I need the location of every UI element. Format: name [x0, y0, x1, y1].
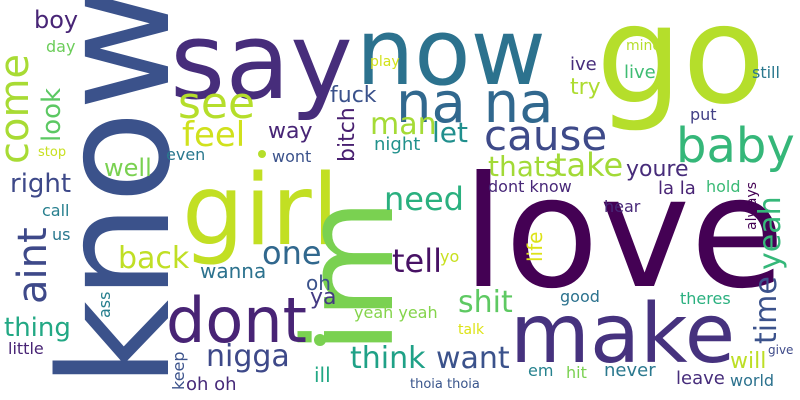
word-still: still [752, 63, 780, 82]
word-play: play [370, 54, 400, 70]
word-aint: aint [10, 227, 56, 304]
word-fuck: fuck [330, 83, 377, 108]
word-need: need [384, 180, 464, 218]
word-always: always [744, 182, 760, 230]
word-hit: hit [566, 363, 587, 382]
word-bitch: bitch [335, 107, 360, 162]
word-keep: keep [169, 351, 188, 390]
word-look: look [37, 88, 67, 142]
word-see: see [178, 78, 255, 129]
word-think: think [350, 341, 426, 376]
word-leave: leave [676, 368, 725, 389]
word-live: live [624, 62, 656, 83]
word-know: know [27, 0, 204, 388]
word-girl: girl [182, 154, 339, 268]
word-youre: youre [626, 157, 689, 182]
word-wanna: wanna [200, 259, 266, 283]
word-dont: dont [166, 284, 307, 357]
word-life: life [523, 232, 547, 262]
word-yeah: yeah [753, 196, 788, 270]
word-make: make [510, 287, 735, 382]
word-nigga: nigga [206, 339, 290, 374]
word-thoia-thoia: thoia thoia [410, 377, 480, 392]
word-talk: talk [458, 322, 485, 338]
word-never: never [604, 360, 656, 381]
word-put: put [690, 105, 717, 124]
word-na-na: na na [396, 71, 553, 136]
word-good: good [560, 287, 600, 306]
word-dont-know: dont know [488, 177, 572, 196]
word-give: give [768, 343, 793, 357]
word-little: little [8, 339, 44, 358]
word-yeah-yeah: yeah yeah [354, 303, 438, 322]
word-let: let [432, 116, 468, 149]
word-tell: tell [392, 242, 442, 280]
word-mind: mind [626, 38, 661, 54]
word-say: say [170, 0, 353, 123]
word-yo: yo [440, 247, 459, 266]
word-come: come [0, 54, 38, 164]
word-oh: oh [306, 271, 331, 295]
word-time: time [749, 276, 784, 344]
word-hear: hear [604, 197, 641, 216]
word-man: man [370, 107, 437, 142]
word-way: way [268, 119, 313, 144]
word-em: em [528, 361, 553, 380]
word-call: call [42, 201, 70, 220]
word-ass: ass [95, 292, 114, 318]
word-im: im [278, 199, 422, 354]
word-shit: shit [458, 285, 513, 320]
word-right: right [10, 169, 71, 199]
word-oh-oh: oh oh [186, 374, 237, 395]
word-back: back [118, 241, 190, 276]
word-try: try [570, 75, 601, 100]
word-day: day [46, 37, 75, 56]
word-now: now [356, 0, 546, 106]
word-thing: thing [4, 313, 71, 343]
word-us: us [52, 225, 70, 244]
word-thats: thats [488, 150, 559, 183]
dot-mark [258, 150, 266, 158]
word-cause: cause [484, 111, 607, 160]
word-theres: theres [680, 289, 731, 308]
dot-mark [314, 334, 326, 346]
word-ya: ya [310, 285, 337, 310]
word-la-la: la la [658, 178, 696, 199]
word-night: night [374, 134, 420, 155]
word-stop: stop [38, 145, 66, 160]
word-ill: ill [314, 363, 331, 387]
word-feel: feel [182, 115, 245, 155]
word-world: world [730, 371, 774, 390]
word-want: want [436, 341, 510, 376]
word-will: will [730, 349, 766, 374]
word-boy: boy [34, 6, 78, 34]
word-well: well [104, 154, 152, 182]
word-love: love [462, 144, 785, 323]
word-wont: wont [272, 147, 311, 166]
word-baby: baby [676, 118, 795, 174]
word-take: take [554, 146, 623, 184]
word-ive: ive [570, 54, 597, 75]
word-one: one [262, 234, 322, 272]
word-even: even [166, 145, 205, 164]
word-go: go [596, 0, 766, 135]
word-hold: hold [706, 177, 741, 196]
